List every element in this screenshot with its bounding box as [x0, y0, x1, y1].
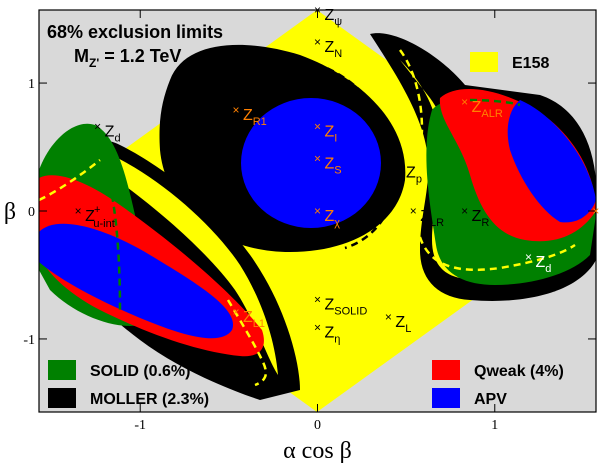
chart-subtitle: MZ' = 1.2 TeV [74, 46, 181, 70]
model-cross: × [592, 204, 599, 218]
model-marker: × ZR1 [232, 103, 266, 128]
model-markers: × Zψ× ZN× ZR1 × ZI× ZS× Zχ× Zd× ZB-L× Z+ u-int× ZL1×… [75, 3, 600, 345]
model-label: ZR1 [243, 107, 267, 128]
model-marker: × ZL [385, 310, 411, 335]
y-tick-label: 0 [28, 205, 35, 220]
model-cross: × [75, 204, 82, 218]
subtitle-rest: = 1.2 TeV [99, 46, 181, 66]
model-label: ZN [325, 39, 343, 60]
x-tick-label: -1 [134, 418, 146, 433]
y-tick-label: -1 [23, 333, 35, 348]
model-label: Zχ [325, 208, 341, 229]
model-marker: × Zη [314, 320, 340, 345]
apv-region-right [507, 100, 596, 223]
model-label: ZB-L [207, 208, 234, 229]
model-label: Zp [406, 164, 422, 185]
solid-bound-left [39, 159, 268, 387]
chart-title: 68% exclusion limits [47, 22, 223, 42]
model-cross: × [461, 204, 468, 218]
model-marker: × ZL1 [232, 305, 265, 330]
legend-swatch [432, 388, 460, 408]
model-label: ZALR [472, 99, 503, 120]
model-label: ZLR [420, 208, 444, 229]
model-marker: × ZALR [461, 95, 503, 120]
legend-label: Qweak (4%) [474, 363, 564, 380]
model-marker: × ZI [314, 120, 337, 145]
x-tick-label: 0 [314, 418, 321, 433]
model-cross: × [197, 204, 204, 218]
model-label: ZSOLID [325, 296, 368, 317]
model-marker: × Zp [396, 160, 422, 185]
apv-region-central [241, 98, 381, 228]
apv-region-left [39, 223, 234, 339]
legend-label: E158 [512, 55, 549, 72]
model-cross: × [232, 103, 239, 117]
legend-entry: APV [432, 388, 507, 408]
model-marker: × Z+ u-int [75, 204, 115, 230]
model-marker: × ZS [314, 152, 342, 177]
model-cross: × [314, 35, 321, 49]
x-axis-label: α cos β [283, 438, 352, 464]
model-cross: × [232, 305, 239, 319]
model-marker: × Zd [525, 250, 551, 275]
model-cross: × [396, 160, 403, 174]
model-cross: × [94, 120, 101, 134]
x-tick-label: 1 [491, 418, 498, 433]
model-marker: × Zd [94, 120, 120, 145]
model-label: ZL1 [243, 309, 265, 330]
legend-entry: MOLLER (2.3%) [48, 388, 209, 408]
model-label: Zd [105, 124, 121, 145]
model-label: ZS [325, 156, 342, 177]
legend-swatch [48, 388, 76, 408]
model-label: Z+ u-int [85, 204, 115, 230]
model-cross: × [314, 3, 321, 17]
solid-bound-right [398, 49, 576, 272]
model-cross: × [385, 310, 392, 324]
model-cross: × [525, 250, 532, 264]
model-label: ZR [472, 208, 490, 229]
legend-swatch [470, 52, 498, 72]
legend: E158 SOLID (0.6%) MOLLER (2.3%) Qweak (4%) A… [48, 52, 564, 408]
moller-bound-top [469, 98, 521, 107]
axes: -1 0 1 -1 0 1 α cos β β [4, 10, 596, 464]
legend-label: SOLID (0.6%) [90, 363, 190, 380]
model-marker: × ZR [461, 204, 489, 229]
legend-swatch [48, 360, 76, 380]
model-label: Zη [325, 324, 341, 345]
y-tick-label: 1 [28, 77, 35, 92]
plot-area [39, 10, 596, 412]
model-cross: × [314, 152, 321, 166]
legend-label: APV [474, 391, 507, 408]
model-marker: × ZLR [410, 204, 444, 229]
solid-bound-green [110, 194, 122, 311]
model-cross: × [410, 204, 417, 218]
model-cross: × [314, 320, 321, 334]
model-cross: × [461, 95, 468, 109]
legend-label: MOLLER (2.3%) [90, 391, 209, 408]
legend-entry: E158 [470, 52, 549, 72]
model-label: Zd [535, 254, 551, 275]
model-marker: ×ZY [592, 204, 599, 218]
y-axis-label: β [4, 199, 16, 225]
model-label: ZI [325, 124, 338, 145]
model-marker: × ZN [314, 35, 342, 60]
model-cross: × [314, 120, 321, 134]
legend-entry: SOLID (0.6%) [48, 360, 190, 380]
subtitle-sub: Z' [89, 56, 99, 70]
model-label: Zψ [325, 7, 343, 28]
model-marker: × Zχ [314, 204, 340, 229]
subtitle-base: M [74, 46, 89, 66]
model-cross: × [314, 204, 321, 218]
model-marker: × ZSOLID [314, 292, 367, 317]
model-cross: × [314, 292, 321, 306]
moller-bound-central [304, 58, 398, 250]
model-marker: × ZB-L [197, 204, 234, 229]
model-marker: × Zψ [314, 3, 342, 28]
legend-swatch [432, 360, 460, 380]
model-label: ZL [395, 314, 411, 335]
moller-bound-right [447, 283, 556, 299]
legend-entry: Qweak (4%) [432, 360, 564, 380]
